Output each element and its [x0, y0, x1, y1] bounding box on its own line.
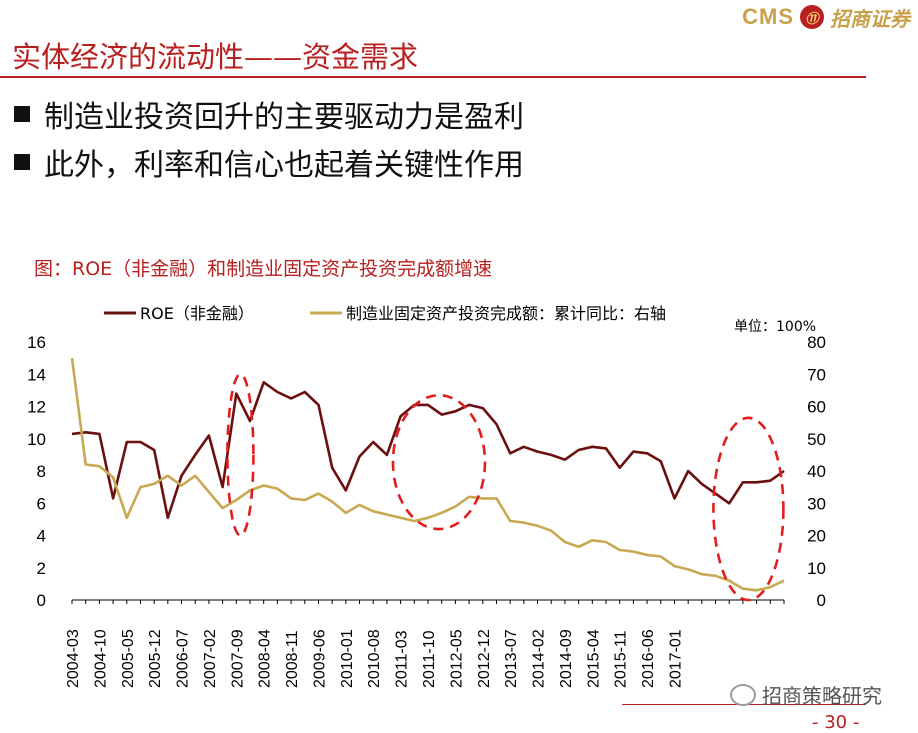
- chart-title: 图：ROE（非金融）和制造业固定资产投资完成额增速: [34, 258, 493, 280]
- x-axis-tick-label: 2015-11: [613, 630, 630, 688]
- watermark-text: 招商策略研究: [762, 684, 882, 708]
- x-axis-tick-label: 2016-06: [640, 629, 657, 688]
- x-axis-tick-label: 2008-04: [257, 629, 274, 688]
- right-axis-tick-label: 60: [807, 398, 826, 417]
- unit-label: 单位：100%: [734, 319, 816, 335]
- x-axis-tick-label: 2009-06: [311, 629, 328, 688]
- left-axis-tick-label: 2: [37, 559, 46, 578]
- left-axis-tick-label: 12: [27, 398, 46, 417]
- x-axis-tick-label: 2012-05: [448, 629, 465, 688]
- left-axis-tick-label: 10: [27, 430, 46, 449]
- left-axis-tick-label: 0: [37, 591, 46, 610]
- x-axis-tick-label: 2005-12: [147, 629, 164, 688]
- bullet-item-1: 制造业投资回升的主要驱动力是盈利: [14, 92, 524, 136]
- right-axis-tick-label: 70: [807, 365, 826, 384]
- bullet-text-1: 制造业投资回升的主要驱动力是盈利: [44, 100, 524, 135]
- x-axis-tick-label: 2017-01: [667, 629, 684, 688]
- right-axis-tick-label: 80: [807, 333, 826, 352]
- bullet-square-icon: [14, 106, 30, 122]
- slide-title: 实体经济的流动性——资金需求: [12, 40, 419, 74]
- title-divider: [0, 76, 866, 78]
- x-axis-tick-label: 2014-02: [531, 629, 548, 688]
- right-axis-tick-label: 0: [817, 591, 826, 610]
- x-axis-tick-label: 2011-10: [421, 630, 438, 688]
- x-axis-tick-label: 2012-12: [476, 629, 493, 688]
- brand-logo-icon: ⑪: [800, 5, 824, 29]
- legend-roe-label: ROE（非金融）: [140, 304, 254, 323]
- highlight-ellipse: [712, 416, 785, 602]
- bullet-square-icon: [14, 154, 30, 170]
- watermark: 招商策略研究: [730, 680, 882, 709]
- right-axis-tick-label: 40: [807, 462, 826, 481]
- brand-header: CMS ⑪ 招商证券: [742, 4, 910, 31]
- bullet-text-2: 此外，利率和信心也起着关键性作用: [44, 148, 524, 183]
- right-axis-tick-label: 10: [807, 559, 826, 578]
- x-axis-tick-label: 2014-09: [558, 629, 575, 688]
- brand-cms-text: CMS: [742, 4, 794, 29]
- highlight-ellipse: [391, 393, 487, 531]
- left-axis-tick-label: 8: [37, 462, 46, 481]
- left-axis-tick-label: 6: [37, 494, 46, 513]
- right-axis-tick-label: 30: [807, 494, 826, 513]
- x-axis-tick-label: 2015-04: [585, 629, 602, 688]
- brand-name: 招商证券: [830, 6, 910, 31]
- right-axis-tick-label: 20: [807, 527, 826, 546]
- left-axis-tick-label: 16: [27, 333, 46, 352]
- x-axis-tick-label: 2006-07: [175, 629, 192, 688]
- x-axis-tick-label: 2004-03: [65, 629, 82, 688]
- x-axis-tick-label: 2007-02: [202, 629, 219, 688]
- x-axis-tick-label: 2010-08: [366, 629, 383, 688]
- legend-fai-label: 制造业固定资产投资完成额：累计同比：右轴: [346, 304, 666, 323]
- roe-series-line: [71, 380, 785, 520]
- x-axis-tick-label: 2013-07: [503, 629, 520, 688]
- fai-series-line: [70, 357, 785, 592]
- x-axis-tick-label: 2010-01: [339, 629, 356, 688]
- highlight-ellipse: [226, 372, 255, 537]
- page-number: - 30 -: [812, 712, 860, 733]
- x-axis-tick-label: 2004-10: [92, 629, 109, 688]
- left-axis-tick-label: 4: [37, 527, 46, 546]
- x-axis-tick-label: 2007-09: [229, 629, 246, 688]
- x-axis-tick-label: 2011-03: [394, 630, 411, 688]
- bullet-item-2: 此外，利率和信心也起着关键性作用: [14, 140, 524, 184]
- left-axis-tick-label: 14: [27, 365, 46, 384]
- x-axis-tick-label: 2005-05: [120, 629, 137, 688]
- right-axis-tick-label: 50: [807, 430, 826, 449]
- x-axis-tick-label: 2008-11: [284, 630, 301, 688]
- wechat-icon: [730, 683, 756, 706]
